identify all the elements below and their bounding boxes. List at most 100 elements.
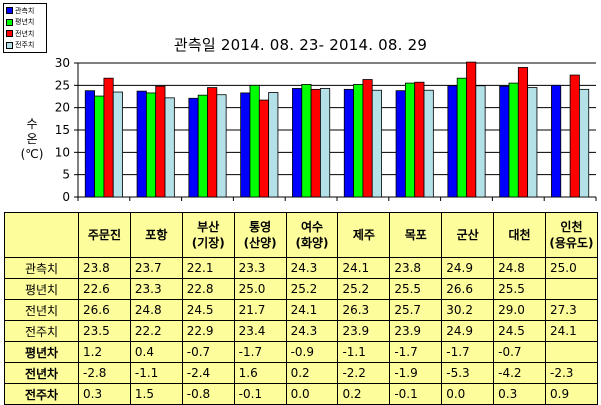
- legend-label: 전년치: [15, 29, 35, 38]
- data-table: 주문진 포항 부산 (기장) 통영 (산양) 여수 (화양) 제주 목포 군산 대천 인천 (용유도) 관…: [4, 212, 598, 405]
- bar: [197, 94, 208, 198]
- y-tick-label: 15: [55, 123, 70, 137]
- bar: [301, 84, 312, 198]
- bar: [188, 97, 199, 198]
- table-cell: 24.3: [285, 320, 339, 342]
- table-cell: 23.8: [78, 257, 131, 279]
- row-label: 전주차: [4, 383, 79, 405]
- bar: [371, 89, 382, 198]
- bar: [292, 88, 303, 198]
- y-axis-label-line: (℃): [20, 147, 44, 161]
- table-cell: 23.4: [233, 320, 287, 342]
- table-cell: 24.3: [285, 257, 339, 279]
- bar: [551, 84, 562, 198]
- table-cell: 0.3: [78, 383, 131, 405]
- table-cell: 22.2: [129, 320, 183, 342]
- table-row: 전주차 0.3 1.5 -0.8 -0.1 0.0 0.2 -0.1 0.0 0.3 0.9: [4, 383, 598, 405]
- bar: [579, 88, 590, 198]
- table-row: 전년차 -2.8 -1.1 -2.4 1.6 0.2 -2.2 -1.9 -5.3 -4.2 -2.…: [4, 362, 598, 384]
- table-cell: 24.5: [181, 299, 235, 321]
- table-cell: 24.9: [441, 320, 495, 342]
- column-header-line: 포항: [145, 228, 168, 242]
- bar: [499, 85, 510, 198]
- table-cell: 27.3: [545, 299, 598, 321]
- column-header-line: 제주: [352, 228, 375, 242]
- column-header-line: (화양): [295, 236, 329, 250]
- table-cell: 24.1: [337, 257, 391, 279]
- legend-item: 관측치: [6, 5, 44, 17]
- table-cell: 23.8: [389, 257, 443, 279]
- table-cell: -1.1: [129, 362, 183, 384]
- table-cell: 25.5: [389, 278, 443, 300]
- bar: [103, 77, 114, 198]
- table-cell: 21.7: [233, 299, 287, 321]
- table-cell: -5.3: [441, 362, 495, 384]
- row-label: 전년치: [4, 299, 79, 321]
- column-header-line: (용유도): [549, 236, 594, 250]
- table-cell: 0.4: [129, 341, 183, 363]
- table-cell: [545, 278, 598, 300]
- bar: [395, 90, 406, 198]
- column-header-line: 통영: [249, 220, 272, 234]
- row-label: 관측치: [4, 257, 79, 279]
- table-cell: -4.2: [493, 362, 547, 384]
- table-cell: 0.0: [285, 383, 339, 405]
- bar: [145, 92, 157, 198]
- table-cell: 24.5: [493, 320, 547, 342]
- legend-item: 평년치: [6, 17, 44, 29]
- table-cell: -0.8: [181, 383, 235, 405]
- y-tick-label: 5: [62, 168, 70, 182]
- table-cell: [545, 341, 598, 363]
- table-cell: -0.1: [233, 383, 287, 405]
- column-header-line: 목포: [404, 228, 427, 242]
- legend-swatch: [6, 41, 13, 49]
- table-cell: 23.7: [129, 257, 183, 279]
- table-row: 평년치 22.6 23.3 22.8 25.0 25.2 25.2 25.5 26.6 25.5: [4, 278, 598, 300]
- y-tick-label: 10: [55, 145, 70, 159]
- bar: [249, 84, 260, 198]
- bar: [569, 74, 580, 198]
- column-header-line: (기장): [191, 236, 225, 250]
- column-header-line: 여수: [300, 220, 324, 234]
- column-header: 부산 (기장): [181, 212, 235, 258]
- bar: [258, 99, 270, 198]
- bar: [456, 77, 467, 198]
- table-cell: 24.8: [129, 299, 183, 321]
- table-cell: 25.0: [545, 257, 598, 279]
- table-row: 전주치 23.5 22.2 22.9 23.4 24.3 23.9 23.9 24.9 24.5 2…: [4, 320, 598, 342]
- column-header-line: 부산: [197, 220, 220, 234]
- table-row: 전년치 26.6 24.8 24.5 21.7 24.1 26.3 25.7 30.2 29.0 2…: [4, 299, 598, 321]
- bar: [362, 79, 373, 198]
- column-header-line: (산양): [243, 236, 277, 250]
- table-row: 관측치 23.8 23.7 22.1 23.3 24.3 24.1 23.8 24.9 24.8 2…: [4, 257, 598, 279]
- table-cell: 23.9: [337, 320, 391, 342]
- table-cell: -2.2: [337, 362, 391, 384]
- bar: [353, 84, 364, 198]
- bar: [320, 88, 331, 198]
- bar: [343, 88, 354, 198]
- chart-legend: 관측치 평년치 전년치 전주치: [3, 3, 47, 53]
- table-cell: 25.7: [389, 299, 443, 321]
- bar: [207, 87, 218, 198]
- legend-label: 평년치: [15, 18, 35, 27]
- row-label: 평년차: [4, 341, 79, 363]
- table-cell: 1.6: [233, 362, 287, 384]
- table-cell: 1.5: [129, 383, 183, 405]
- y-axis-label-line: 온: [26, 132, 38, 146]
- bar: [112, 91, 123, 198]
- bar: [164, 97, 175, 198]
- table-cell: 24.1: [545, 320, 598, 342]
- column-header: 군산: [441, 212, 495, 258]
- legend-item: 전년치: [6, 28, 44, 40]
- y-tick-label: 30: [55, 56, 70, 70]
- table-cell: 22.1: [181, 257, 235, 279]
- table-cell: 26.3: [337, 299, 391, 321]
- table-cell: -1.1: [337, 341, 391, 363]
- column-header-line: 인천: [560, 220, 583, 234]
- bar: [216, 94, 227, 198]
- table-cell: 1.2: [78, 341, 131, 363]
- column-header: 통영 (산양): [233, 212, 287, 258]
- bar: [517, 67, 529, 198]
- column-header-line: 주문진: [87, 228, 121, 242]
- table-cell: 23.9: [389, 320, 443, 342]
